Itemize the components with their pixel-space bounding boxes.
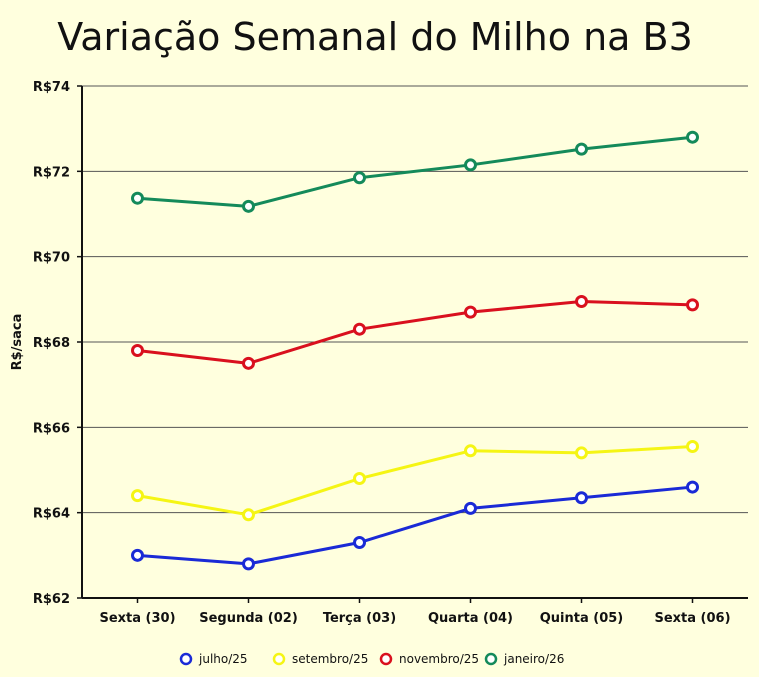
data-point	[686, 298, 699, 312]
data-point	[575, 294, 588, 308]
legend: julho/25 setembro/25 novembro/25 janeiro/26	[179, 652, 564, 666]
legend-marker	[272, 652, 286, 666]
y-tick-label: R$68	[33, 336, 70, 351]
legend-label: novembro/25	[399, 652, 479, 666]
x-tick-label: Quinta (05)	[540, 611, 624, 626]
x-tick-label: Sexta (30)	[99, 611, 175, 626]
legend-marker	[379, 652, 393, 666]
data-point	[464, 444, 477, 458]
legend-item: setembro/25	[272, 652, 368, 666]
legend-item: janeiro/26	[484, 652, 564, 666]
chart-title: Variação Semanal do Milho na B3	[57, 15, 693, 59]
data-point	[242, 508, 255, 522]
legend-label: janeiro/26	[503, 652, 564, 666]
y-tick-label: R$64	[33, 507, 70, 522]
data-point	[575, 446, 588, 460]
data-point	[242, 356, 255, 370]
x-tick-label: Quarta (04)	[428, 611, 513, 626]
legend-label: julho/25	[198, 652, 248, 666]
series-lines	[131, 130, 699, 571]
series-line	[137, 135, 693, 208]
y-axis-label: R$/saca	[10, 314, 25, 371]
data-point	[131, 489, 144, 503]
series-novembro-25	[131, 294, 699, 370]
y-tick-label: R$72	[33, 165, 70, 180]
x-tick-label: Sexta (06)	[654, 611, 730, 626]
legend-item: novembro/25	[379, 652, 479, 666]
legend-marker	[179, 652, 193, 666]
data-point	[575, 491, 588, 505]
x-tick-label: Segunda (02)	[199, 611, 298, 626]
data-point	[131, 548, 144, 562]
series-julho-25	[131, 480, 699, 571]
data-point	[464, 305, 477, 319]
series-line	[137, 445, 693, 517]
data-point	[353, 171, 366, 185]
data-point	[131, 191, 144, 205]
x-tick-label: Terça (03)	[323, 611, 396, 626]
y-tick-label: R$66	[33, 421, 70, 436]
data-point	[242, 199, 255, 213]
legend-label: setembro/25	[292, 652, 368, 666]
data-point	[575, 142, 588, 156]
data-point	[131, 344, 144, 358]
data-point	[353, 536, 366, 550]
data-point	[464, 158, 477, 172]
y-axis-ticks: R$62 R$64 R$66 R$68 R$70 R$72 R$74	[33, 80, 82, 607]
series-janeiro-26	[131, 130, 699, 213]
series-line	[137, 299, 693, 365]
legend-marker	[484, 652, 498, 666]
data-point	[686, 480, 699, 494]
data-point	[686, 130, 699, 144]
y-tick-label: R$70	[33, 251, 70, 266]
data-point	[353, 472, 366, 486]
data-point	[353, 322, 366, 336]
y-tick-label: R$62	[33, 592, 70, 607]
x-axis-ticks: Sexta (30) Segunda (02) Terça (03) Quarta (…	[99, 598, 731, 626]
data-point	[464, 501, 477, 515]
series-line	[137, 485, 693, 566]
data-point	[686, 440, 699, 454]
y-tick-label: R$74	[33, 80, 70, 95]
series-setembro-25	[131, 440, 699, 522]
data-point	[242, 557, 255, 571]
legend-item: julho/25	[179, 652, 248, 666]
